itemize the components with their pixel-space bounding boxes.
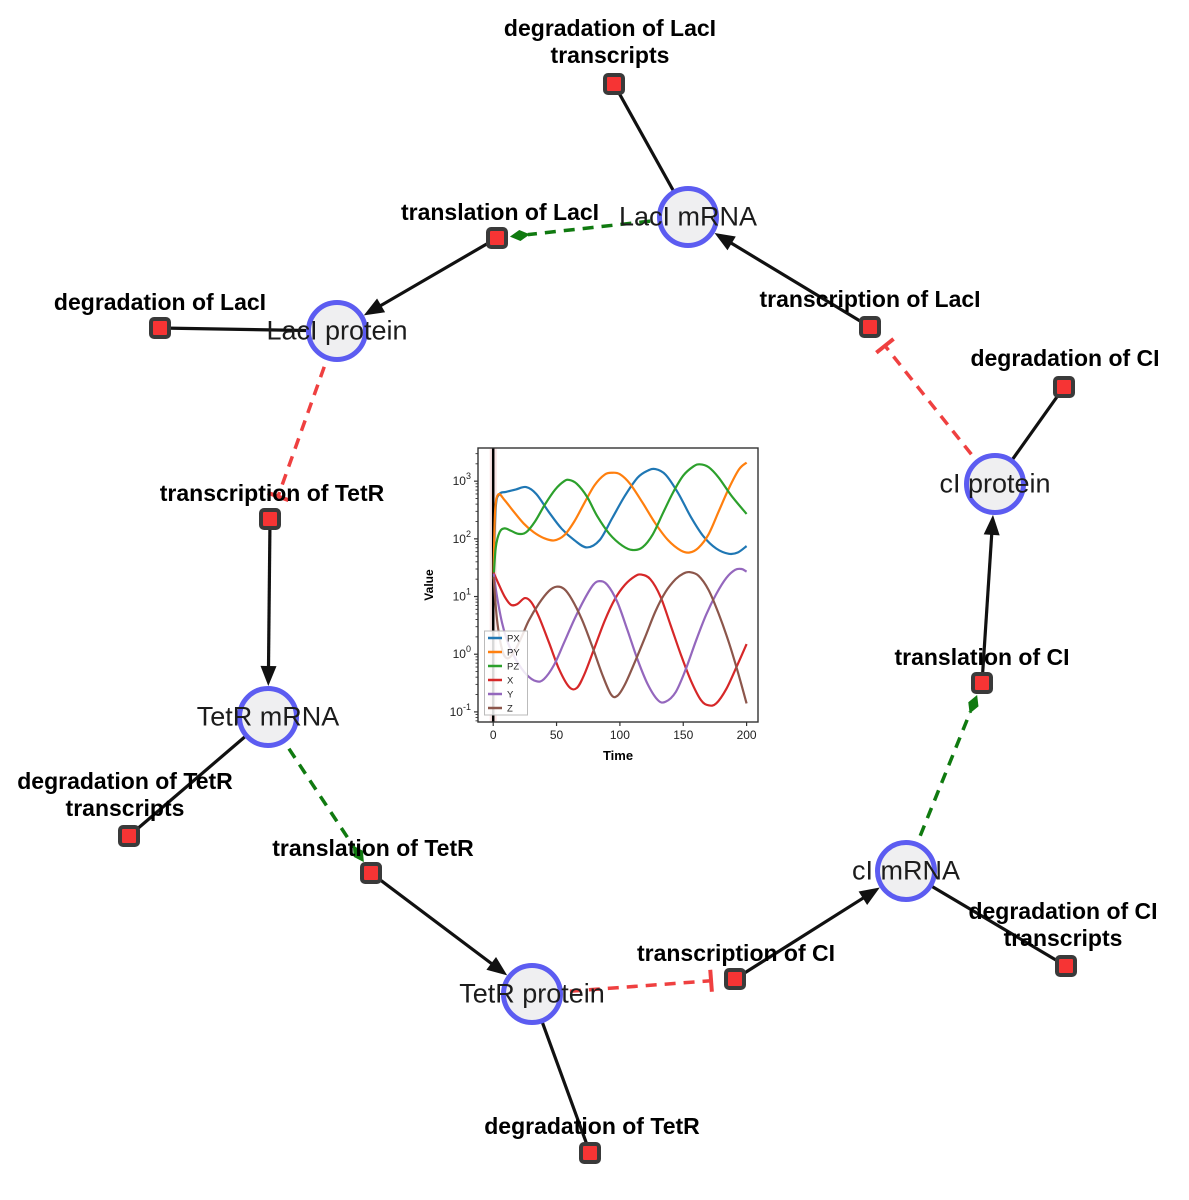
- species-label-ci_protein: cI protein: [939, 468, 1051, 499]
- modifier-arrowhead-edge-modifier-laci_mrna-trl_laci: [509, 230, 530, 241]
- reaction-label-line: transcripts: [65, 794, 185, 821]
- edge-product-trl_tetr-tetr_protein: [370, 871, 497, 968]
- species-label-ci_mrna: cI mRNA: [852, 855, 960, 886]
- y-tick-label: 101: [453, 587, 471, 604]
- series-X: [492, 572, 748, 707]
- species-node-tetr_mrna[interactable]: [237, 686, 299, 748]
- reaction-label-deg_ci_tx: degradation of CI transcripts: [968, 898, 1157, 952]
- reaction-label-line: translation of CI: [894, 643, 1070, 670]
- reaction-label-line: translation of TetR: [272, 834, 474, 861]
- reaction-label-line: transcription of TetR: [159, 479, 385, 506]
- reaction-node-deg_laci_tx[interactable]: [603, 73, 625, 95]
- reaction-label-deg_laci_tx: degradation of LacI transcripts: [504, 15, 716, 69]
- inhibitor-bar-edge-inhibitor-laci_protein-txn_tetr: [267, 490, 290, 502]
- reaction-node-deg_tetr[interactable]: [579, 1142, 601, 1164]
- x-tick-label: 50: [550, 728, 564, 742]
- reaction-label-txn_tetr: transcription of TetR: [160, 480, 384, 507]
- arrowhead-edge-product-trl_laci-laci_protein: [363, 298, 386, 316]
- reaction-label-line: degradation of LacI: [53, 288, 267, 315]
- species-node-laci_protein[interactable]: [306, 300, 368, 362]
- reaction-label-deg_laci: degradation of LacI: [54, 289, 266, 316]
- legend-label-PZ: PZ: [507, 662, 519, 673]
- y-tick-label: 103: [453, 471, 471, 488]
- legend-label-PX: PX: [507, 634, 520, 645]
- y-tick-label: 100: [453, 644, 471, 661]
- reaction-node-txn_tetr[interactable]: [259, 508, 281, 530]
- species-node-tetr_protein[interactable]: [501, 963, 563, 1025]
- legend-label-PY: PY: [507, 648, 520, 659]
- reaction-node-trl_ci[interactable]: [971, 672, 993, 694]
- legend-label-X: X: [507, 676, 514, 687]
- legend-label-Z: Z: [507, 704, 513, 715]
- reaction-node-deg_ci_tx[interactable]: [1055, 955, 1077, 977]
- reaction-node-trl_tetr[interactable]: [360, 862, 382, 884]
- edge-product-trl_laci-laci_protein: [375, 236, 498, 310]
- edge-product-txn_laci-laci_mrna: [726, 239, 871, 329]
- reaction-label-txn_laci: transcription of LacI: [759, 286, 980, 313]
- inhibitor-bar-edge-inhibitor-tetr_protein-txn_ci: [708, 969, 714, 992]
- reaction-node-deg_ci[interactable]: [1053, 376, 1075, 398]
- reaction-label-line: degradation of TetR: [17, 767, 233, 794]
- reaction-label-line: transcription of CI: [636, 939, 836, 966]
- species-node-ci_mrna[interactable]: [875, 840, 937, 902]
- series-PX: [492, 467, 748, 574]
- inset-plot: 0 50 100 150 20010-1100101102103TimeValuePXP…: [422, 447, 759, 763]
- species-label-laci_protein: LacI protein: [266, 315, 408, 346]
- x-tick-label: 150: [673, 728, 693, 742]
- modifier-arrowhead-edge-modifier-tetr_mrna-trl_tetr: [352, 845, 364, 863]
- x-tick-label: 100: [610, 728, 630, 742]
- reaction-label-line: degradation of CI: [968, 897, 1158, 924]
- reaction-label-line: transcripts: [1003, 924, 1123, 951]
- arrowhead-edge-product-txn_tetr-tetr_mrna: [260, 665, 277, 687]
- reaction-label-trl_laci: translation of LacI: [401, 199, 599, 226]
- edge-product-trl_ci-ci_protein: [980, 529, 994, 684]
- reaction-label-line: degradation of LacI: [503, 14, 717, 41]
- edge-product-txn_ci-ci_mrna: [734, 894, 868, 981]
- reaction-label-line: degradation of TetR: [484, 1112, 700, 1139]
- reaction-label-trl_tetr: translation of TetR: [272, 835, 473, 862]
- series-PZ: [492, 463, 748, 580]
- species-node-ci_protein[interactable]: [964, 453, 1026, 515]
- species-label-tetr_mrna: TetR mRNA: [196, 701, 340, 732]
- reaction-label-deg_tetr: degradation of TetR: [484, 1113, 700, 1140]
- y-axis-label: Value: [422, 569, 436, 601]
- reaction-label-line: transcription of LacI: [759, 285, 981, 312]
- y-tick-label: 10-1: [450, 702, 471, 719]
- reaction-label-deg_ci: degradation of CI: [970, 345, 1159, 372]
- reaction-label-trl_ci: translation of CI: [894, 644, 1069, 671]
- reaction-label-txn_ci: transcription of CI: [637, 940, 835, 967]
- reaction-label-line: degradation of CI: [970, 344, 1160, 371]
- modifier-arrowhead-edge-modifier-ci_mrna-trl_ci: [968, 695, 979, 714]
- species-node-laci_mrna[interactable]: [657, 186, 719, 248]
- arrowhead-edge-product-trl_ci-ci_protein: [983, 514, 1000, 536]
- arrowhead-edge-product-trl_tetr-tetr_protein: [486, 956, 508, 976]
- legend-box: [484, 630, 528, 716]
- inhibitor-bar-edge-inhibitor-ci_protein-txn_laci: [875, 337, 895, 355]
- reaction-node-txn_laci[interactable]: [859, 316, 881, 338]
- y-tick-label: 102: [453, 529, 471, 546]
- reaction-node-trl_laci[interactable]: [486, 227, 508, 249]
- x-axis-label: Time: [603, 748, 633, 763]
- reaction-label-deg_tetr_tx: degradation of TetR transcripts: [17, 768, 233, 822]
- species-label-tetr_protein: TetR protein: [459, 978, 605, 1009]
- reaction-node-deg_laci[interactable]: [149, 317, 171, 339]
- reaction-node-txn_ci[interactable]: [724, 968, 746, 990]
- edge-reactant-ci_mrna-deg_ci_tx: [905, 869, 1067, 968]
- arrowhead-edge-product-txn_ci-ci_mrna: [858, 887, 880, 905]
- legend: PX PY PZ XYZ: [484, 630, 528, 716]
- reaction-label-line: transcripts: [550, 41, 670, 68]
- edge-product-txn_tetr-tetr_mrna: [266, 518, 272, 672]
- reaction-label-line: translation of LacI: [400, 198, 600, 225]
- species-label-laci_mrna: LacI mRNA: [618, 201, 758, 232]
- reaction-node-deg_tetr_tx[interactable]: [118, 825, 140, 847]
- arrowhead-edge-product-txn_laci-laci_mrna: [714, 233, 736, 251]
- series-PY: [492, 461, 748, 574]
- x-tick-label: 0: [490, 728, 497, 742]
- inset-plot-frame: [477, 447, 759, 723]
- legend-label-Y: Y: [507, 690, 514, 701]
- x-tick-label: 200: [737, 728, 757, 742]
